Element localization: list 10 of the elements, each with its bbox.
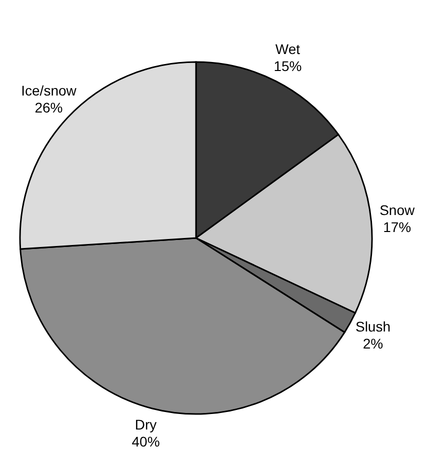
data-label: 15%: [274, 58, 302, 74]
data-label: 17%: [383, 218, 412, 235]
data-label: 40%: [132, 434, 160, 450]
slice-label: Dry: [134, 416, 157, 433]
slice-label: Slush: [356, 318, 391, 334]
data-label: 26%: [34, 100, 63, 116]
slice-label: Snow: [380, 202, 416, 218]
data-label: 2%: [362, 335, 384, 352]
slice-label: Wet: [275, 41, 300, 58]
slice-label: Ice/snow: [21, 82, 78, 99]
